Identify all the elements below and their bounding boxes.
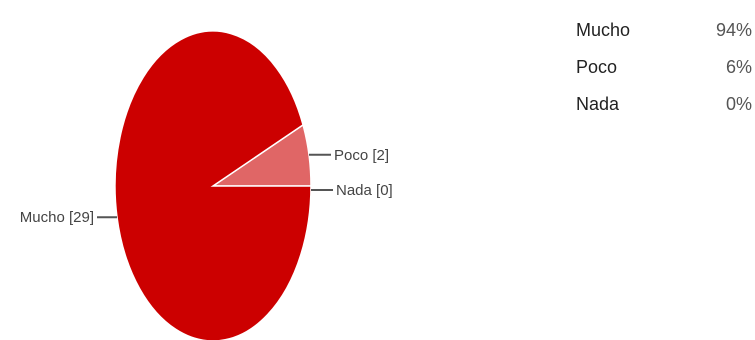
pie-slice-mucho bbox=[114, 30, 312, 340]
slice-label: Mucho [29] bbox=[20, 209, 94, 226]
summary-label: Nada bbox=[576, 94, 620, 114]
slice-label: Nada [0] bbox=[336, 182, 393, 199]
summary-row: Poco 6% bbox=[576, 51, 752, 88]
summary-table: Mucho 94% Poco 6% Nada 0% bbox=[576, 14, 752, 125]
pie-chart: Nada [0] Poco [2] Mucho [29] bbox=[20, 30, 393, 340]
summary-percent: 94% bbox=[715, 20, 752, 40]
summary-percent: 0% bbox=[725, 94, 752, 114]
summary-row: Nada 0% bbox=[576, 88, 752, 125]
slice-label: Poco [2] bbox=[334, 147, 389, 164]
summary-label: Poco bbox=[576, 57, 618, 77]
pie-labels: Nada [0] Poco [2] Mucho [29] bbox=[20, 147, 393, 226]
summary-label: Mucho bbox=[576, 20, 631, 40]
summary-percent: 6% bbox=[725, 57, 752, 77]
pie-slices bbox=[114, 30, 312, 340]
summary-row: Mucho 94% bbox=[576, 14, 752, 51]
